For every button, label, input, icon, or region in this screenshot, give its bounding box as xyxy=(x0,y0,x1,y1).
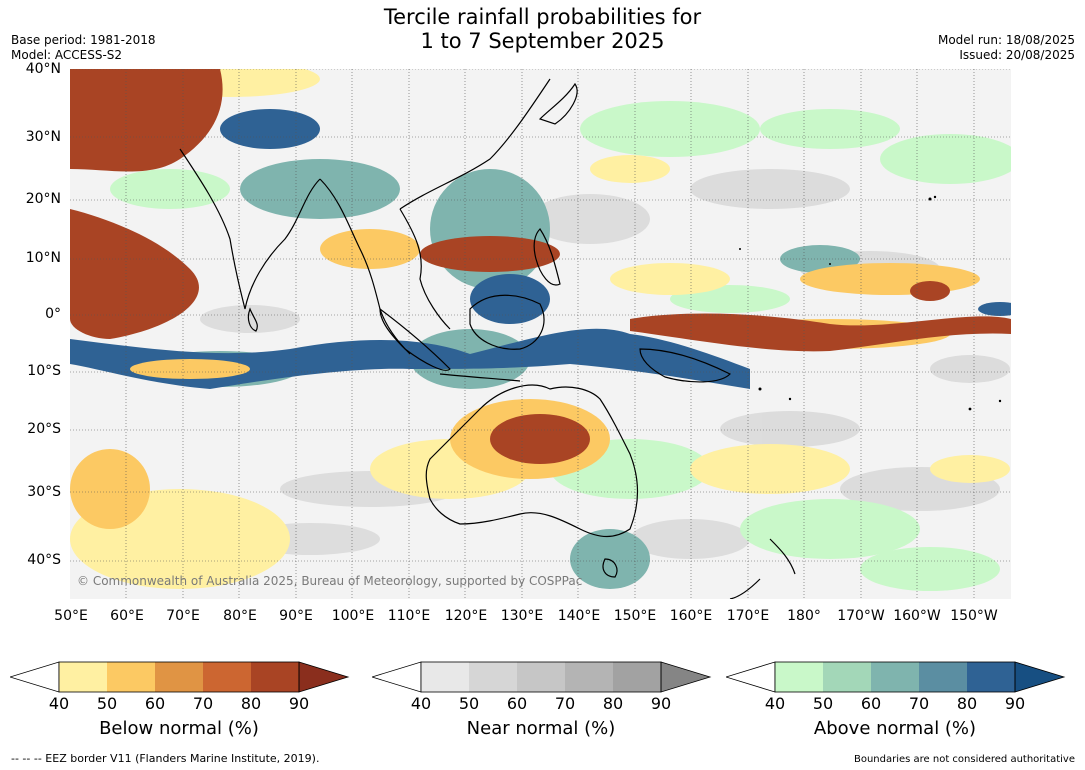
colorbar-swatch xyxy=(107,662,155,692)
lat-label: 40°N xyxy=(25,61,61,77)
tick-label: 60 xyxy=(860,694,882,713)
colorbar-near-normal-title: Near normal (%) xyxy=(466,718,616,739)
map-title: Tercile rainfall probabilities for 1 to … xyxy=(0,5,1085,53)
gridlines xyxy=(70,69,1011,599)
tick-label: 80 xyxy=(956,694,978,713)
colorbar-swatch xyxy=(775,662,823,692)
lon-label: 130°E xyxy=(500,608,544,624)
meta-right: Model run: 18/08/2025 Issued: 20/08/2025 xyxy=(938,33,1075,63)
copyright-notice: © Commonwealth of Australia 2025, Bureau… xyxy=(77,574,583,588)
lon-label: 170°E xyxy=(726,608,770,624)
colorbar-swatch xyxy=(59,662,107,692)
colorbar-swatch xyxy=(823,662,871,692)
model-run: Model run: 18/08/2025 xyxy=(937,33,1075,47)
colorbar-below-normal-title: Below normal (%) xyxy=(99,718,259,739)
colorbar-swatch xyxy=(203,662,251,692)
colorbar-near-normal xyxy=(372,661,712,693)
tick-label: 90 xyxy=(1004,694,1026,713)
colorbar-swatch xyxy=(967,662,1015,692)
coastlines xyxy=(179,78,796,599)
lon-label: 150°E xyxy=(613,608,657,624)
lon-label: 160°E xyxy=(669,608,713,624)
lon-label: 160°W xyxy=(893,608,941,624)
tick-label: 40 xyxy=(48,694,70,713)
below-normal-dark xyxy=(70,69,1011,464)
tick-label: 70 xyxy=(908,694,930,713)
colorbar-near-normal-swatches xyxy=(372,661,712,693)
meta-left: Base period: 1981-2018 Model: ACCESS-S2 xyxy=(11,33,156,63)
lat-label: 10°N xyxy=(25,250,61,266)
colorbar-swatch xyxy=(517,662,565,692)
tick-label: 50 xyxy=(812,694,834,713)
lon-label: 60°E xyxy=(110,608,144,624)
tick-label: 70 xyxy=(554,694,576,713)
colorbar-swatch xyxy=(871,662,919,692)
tick-label: 60 xyxy=(506,694,528,713)
base-period: Base period: 1981-2018 xyxy=(11,33,156,47)
lon-label: 100°E xyxy=(331,608,375,624)
model-name: Model: ACCESS-S2 xyxy=(11,48,123,62)
colorbar-swatch xyxy=(469,662,517,692)
issued-date: Issued: 20/08/2025 xyxy=(959,48,1075,62)
colorbar-above-normal-title: Above normal (%) xyxy=(813,718,977,739)
colorbar-below-normal-swatches xyxy=(10,661,350,693)
colorbar-swatch xyxy=(613,662,661,692)
lon-label: 120°E xyxy=(444,608,488,624)
lon-label: 170°W xyxy=(837,608,885,624)
lon-label: 70°E xyxy=(166,608,200,624)
lat-label: 20°N xyxy=(25,191,61,207)
tick-label: 50 xyxy=(96,694,118,713)
lat-label: 20°S xyxy=(27,421,61,437)
islands xyxy=(739,195,1002,411)
colorbar-swatch xyxy=(919,662,967,692)
tick-label: 80 xyxy=(602,694,624,713)
lon-label: 180° xyxy=(787,608,821,624)
lat-label: 30°S xyxy=(27,484,61,500)
colorbar-swatch xyxy=(299,662,348,692)
disclaimer: Boundaries are not considered authoritat… xyxy=(853,754,1075,765)
tick-label: 40 xyxy=(410,694,432,713)
colorbar-swatch xyxy=(661,662,710,692)
tick-label: 70 xyxy=(192,694,214,713)
colorbar-swatch xyxy=(421,662,469,692)
title-line-2: 1 to 7 September 2025 xyxy=(420,29,665,53)
lon-label: 150°W xyxy=(950,608,998,624)
map-canvas xyxy=(70,69,1011,599)
tick-label: 80 xyxy=(240,694,262,713)
lat-label: 30°N xyxy=(25,129,61,145)
colorbar-above-normal xyxy=(726,661,1066,693)
title-line-1: Tercile rainfall probabilities for xyxy=(383,5,702,29)
lon-label: 80°E xyxy=(223,608,257,624)
colorbar-swatch xyxy=(1015,662,1064,692)
tick-label: 90 xyxy=(650,694,672,713)
lon-label: 90°E xyxy=(279,608,313,624)
lon-label: 110°E xyxy=(387,608,431,624)
tick-label: 90 xyxy=(288,694,310,713)
lat-label: 40°S xyxy=(27,552,61,568)
lat-label: 10°S xyxy=(27,363,61,379)
colorbar-swatch xyxy=(155,662,203,692)
colorbar-above-normal-swatches xyxy=(726,661,1066,693)
colorbar-swatch xyxy=(251,662,299,692)
eez-note: -- -- -- EEZ border V11 (Flanders Marine… xyxy=(11,752,320,765)
lat-label: 0° xyxy=(45,306,61,322)
probability-map xyxy=(70,69,1011,599)
colorbar-swatch xyxy=(565,662,613,692)
tick-label: 40 xyxy=(764,694,786,713)
lon-label: 50°E xyxy=(54,608,88,624)
lon-label: 140°E xyxy=(557,608,601,624)
tick-label: 60 xyxy=(144,694,166,713)
colorbar-below-normal xyxy=(10,661,350,693)
tick-label: 50 xyxy=(458,694,480,713)
